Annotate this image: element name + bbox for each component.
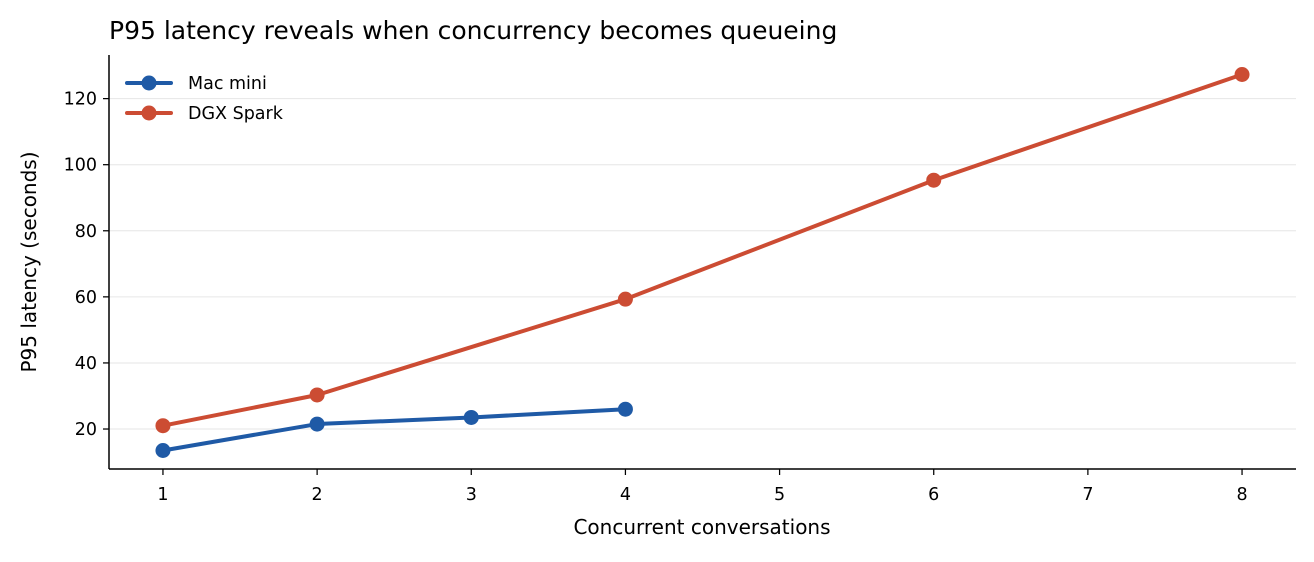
gridlines: [109, 98, 1296, 430]
x-tick-label: 6: [928, 485, 939, 505]
series-line-1: [160, 72, 1245, 428]
legend-label: DGX Spark: [188, 104, 284, 124]
tick-labels: 20 40 60 80 100 120 1 2 3 4 5 6 7 8: [64, 90, 1248, 505]
x-tick-label: 4: [620, 485, 631, 505]
x-tick-label: 8: [1236, 485, 1247, 505]
legend-swatch-marker: [141, 75, 157, 91]
legend-label: Mac mini: [188, 74, 267, 94]
y-tick-label: 120: [64, 90, 97, 110]
chart-title: P95 latency reveals when concurrency bec…: [109, 16, 837, 45]
data-point: [617, 401, 633, 417]
data-point: [926, 172, 942, 188]
legend-swatch-marker: [141, 105, 157, 121]
y-tick-label: 100: [64, 156, 97, 176]
y-axis-label: P95 latency (seconds): [17, 151, 41, 372]
axes: [103, 55, 1296, 475]
data-point: [155, 418, 171, 434]
data-point: [155, 442, 171, 458]
data-series: [155, 66, 1250, 458]
x-tick-label: 3: [466, 485, 477, 505]
x-tick-label: 1: [157, 485, 168, 505]
x-axis-label: Concurrent conversations: [573, 515, 830, 539]
data-point: [309, 387, 325, 403]
data-point: [463, 409, 479, 425]
x-tick-label: 7: [1082, 485, 1093, 505]
series-line-0: [160, 407, 628, 453]
y-tick-label: 80: [75, 222, 97, 242]
data-point: [617, 291, 633, 307]
x-tick-label: 5: [774, 485, 785, 505]
legend: Mac mini DGX Spark: [125, 74, 284, 124]
y-tick-label: 20: [75, 420, 97, 440]
y-tick-label: 40: [75, 354, 97, 374]
x-tick-label: 2: [312, 485, 323, 505]
data-point: [309, 416, 325, 432]
y-tick-label: 60: [75, 288, 97, 308]
data-point: [1234, 66, 1250, 82]
